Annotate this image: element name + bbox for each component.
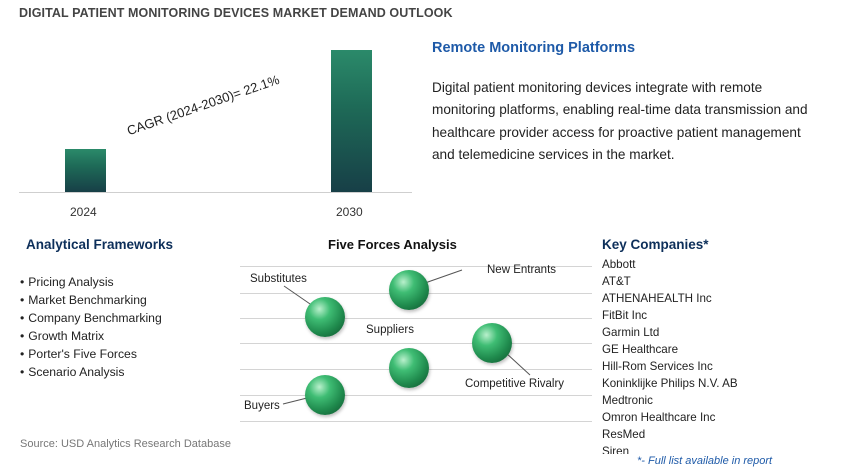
divider [240,421,592,422]
substitutes-sphere-icon [305,297,345,337]
list-item: FitBit Inc [602,309,648,322]
divider [240,266,592,267]
list-item: Pricing Analysis [20,273,162,291]
list-item: Omron Healthcare Inc [602,411,716,424]
page-title: DIGITAL PATIENT MONITORING DEVICES MARKE… [19,6,453,20]
bar-2030 [330,50,372,192]
x-tick-2030: 2030 [336,205,363,219]
list-item: Company Benchmarking [20,309,161,327]
x-tick-2024: 2024 [70,205,97,219]
remote-monitoring-description: Digital patient monitoring devices integ… [432,80,808,162]
list-item: Koninklijke Philips N.V. AB [602,377,738,390]
analytical-frameworks-list: Pricing Analysis Market Benchmarking Com… [20,273,162,381]
list-item: GE Healthcare [602,343,679,356]
analytical-frameworks-title: Analytical Frameworks [26,237,174,252]
source-note: Source: USD Analytics Research Database [20,438,231,450]
list-item: Growth Matrix [20,327,162,345]
remote-monitoring-title: Remote Monitoring Platforms [432,40,636,56]
list-item: Medtronic [602,394,653,407]
suppliers-label: Suppliers [366,324,414,336]
list-item: AT&T [602,275,631,288]
new-entrants-sphere-icon [389,270,429,310]
new-entrants-label: New Entrants [487,264,557,276]
divider [240,318,592,319]
list-item: Hill-Rom Services Inc [602,360,713,373]
full-list-note: *- Full list available in report [637,455,773,467]
list-item: Porter's Five Forces [20,345,162,363]
key-companies-title: Key Companies* [602,237,709,252]
list-item: Abbott [602,258,636,271]
list-item: Siren [602,445,630,454]
competitive-rivalry-label: Competitive Rivalry [465,378,565,390]
list-item: Market Benchmarking [20,291,162,309]
substitutes-label: Substitutes [250,273,307,285]
bar-2024 [64,149,106,192]
key-companies-list: Abbott AT&T ATHENAHEALTH Inc FitBit Inc … [602,256,738,454]
buyers-label: Buyers [244,400,280,412]
list-item: Scenario Analysis [20,363,162,381]
divider [240,395,592,396]
buyers-sphere-icon [305,375,345,415]
divider [240,343,592,344]
suppliers-sphere-icon [389,348,429,388]
list-item: ATHENAHEALTH Inc [602,292,712,305]
x-axis-line [19,192,412,193]
five-forces-title: Five Forces Analysis [328,237,457,252]
list-item: Garmin Ltd [602,326,660,339]
competitive-rivalry-sphere-icon [472,323,512,363]
list-item: ResMed [602,428,646,441]
